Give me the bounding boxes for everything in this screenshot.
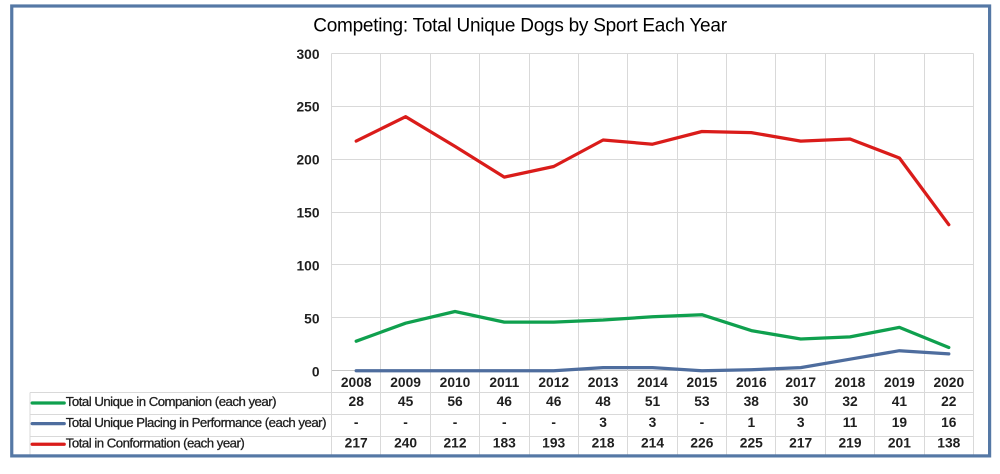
svg-text:50: 50 (304, 312, 320, 327)
svg-text:-: - (403, 415, 408, 430)
svg-text:2015: 2015 (687, 375, 718, 390)
svg-text:300: 300 (296, 47, 319, 62)
svg-text:56: 56 (447, 394, 463, 409)
svg-text:2019: 2019 (884, 375, 915, 390)
svg-text:218: 218 (592, 436, 615, 451)
svg-text:3: 3 (599, 415, 607, 430)
svg-text:219: 219 (838, 436, 861, 451)
svg-text:138: 138 (937, 436, 960, 451)
svg-text:217: 217 (789, 436, 812, 451)
svg-text:2016: 2016 (736, 375, 767, 390)
svg-text:0: 0 (312, 364, 320, 379)
svg-text:183: 183 (493, 436, 516, 451)
svg-text:-: - (700, 415, 705, 430)
svg-text:28: 28 (349, 394, 365, 409)
svg-text:2017: 2017 (785, 375, 816, 390)
svg-text:30: 30 (793, 394, 809, 409)
svg-text:19: 19 (892, 415, 908, 430)
svg-text:100: 100 (296, 259, 319, 274)
svg-text:2009: 2009 (390, 375, 421, 390)
svg-text:2020: 2020 (933, 375, 964, 390)
svg-text:-: - (551, 415, 556, 430)
svg-text:2012: 2012 (538, 375, 569, 390)
svg-text:-: - (453, 415, 458, 430)
svg-text:-: - (354, 415, 359, 430)
svg-text:Competing: Total Unique Dogs b: Competing: Total Unique Dogs by Sport Ea… (313, 16, 727, 37)
svg-text:212: 212 (443, 436, 466, 451)
svg-text:45: 45 (398, 394, 414, 409)
svg-text:240: 240 (394, 436, 417, 451)
svg-text:Total in Conformation (each ye: Total in Conformation (each year) (66, 436, 245, 451)
svg-text:11: 11 (843, 415, 858, 430)
svg-text:2014: 2014 (637, 375, 668, 390)
svg-text:214: 214 (641, 436, 664, 451)
svg-text:217: 217 (345, 436, 368, 451)
svg-text:193: 193 (542, 436, 565, 451)
svg-text:200: 200 (296, 153, 319, 168)
svg-text:1: 1 (747, 415, 755, 430)
svg-text:32: 32 (842, 394, 858, 409)
svg-text:48: 48 (595, 394, 611, 409)
svg-text:22: 22 (941, 394, 957, 409)
svg-text:38: 38 (744, 394, 760, 409)
svg-text:2013: 2013 (588, 375, 619, 390)
svg-text:3: 3 (649, 415, 657, 430)
svg-text:225: 225 (740, 436, 763, 451)
svg-text:Total Unique Placing in Perfor: Total Unique Placing in Performance (eac… (66, 415, 326, 430)
svg-text:53: 53 (694, 394, 710, 409)
svg-text:2018: 2018 (835, 375, 866, 390)
svg-text:250: 250 (296, 100, 319, 115)
svg-text:Total Unique in Companion (eac: Total Unique in Companion (each year) (66, 394, 276, 409)
svg-text:51: 51 (645, 394, 661, 409)
svg-text:226: 226 (690, 436, 713, 451)
svg-text:46: 46 (546, 394, 562, 409)
svg-text:150: 150 (296, 206, 319, 221)
svg-text:3: 3 (797, 415, 805, 430)
svg-text:2011: 2011 (489, 375, 519, 390)
svg-text:2008: 2008 (341, 375, 372, 390)
svg-text:2010: 2010 (440, 375, 471, 390)
svg-text:41: 41 (892, 394, 908, 409)
svg-text:-: - (502, 415, 507, 430)
svg-text:46: 46 (497, 394, 513, 409)
svg-text:201: 201 (888, 436, 911, 451)
svg-text:16: 16 (941, 415, 957, 430)
